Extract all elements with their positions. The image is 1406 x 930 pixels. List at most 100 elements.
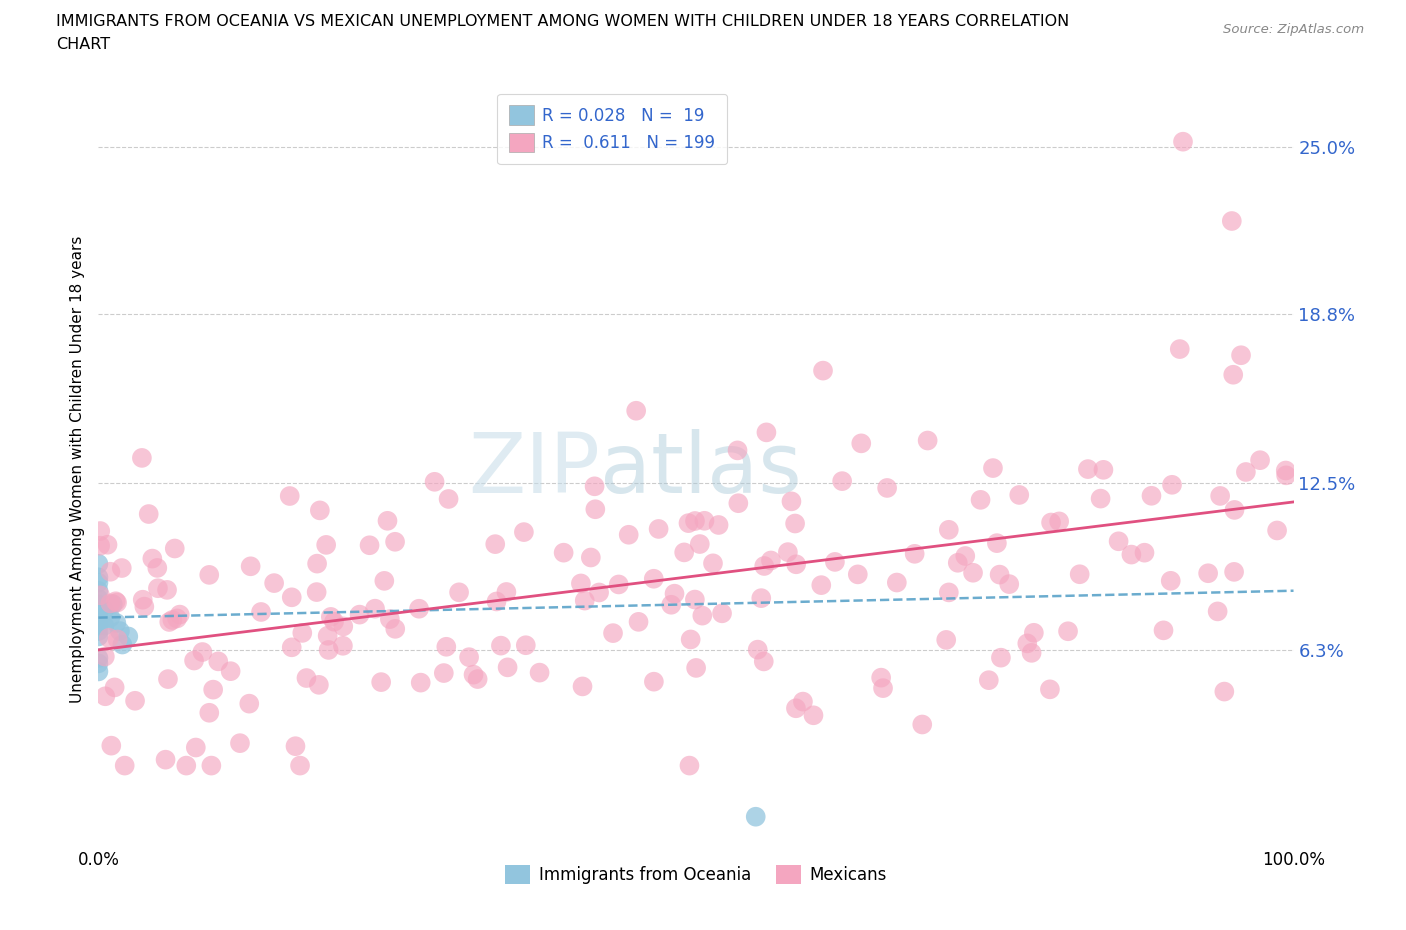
Point	[124, 694, 146, 709]
Point	[87, 651, 110, 666]
Point	[1057, 624, 1080, 639]
Point	[988, 567, 1011, 582]
Point	[955, 549, 977, 564]
Point	[162, 613, 184, 628]
Point	[280, 640, 302, 655]
Text: atlas: atlas	[600, 429, 801, 511]
Point	[659, 597, 682, 612]
Point	[643, 571, 665, 586]
Point	[904, 546, 927, 561]
Point	[1222, 367, 1244, 382]
Point	[1197, 565, 1219, 580]
Point	[1021, 645, 1043, 660]
Point	[617, 527, 640, 542]
Point	[108, 624, 131, 639]
Point	[291, 626, 314, 641]
Point	[141, 551, 163, 566]
Point	[87, 618, 110, 633]
Point	[792, 694, 814, 709]
Point	[349, 607, 371, 622]
Point	[101, 597, 124, 612]
Point	[87, 602, 110, 617]
Point	[107, 632, 129, 647]
Point	[93, 602, 115, 617]
Point	[305, 585, 328, 600]
Point	[624, 404, 647, 418]
Point	[94, 689, 117, 704]
Point	[1249, 453, 1271, 468]
Point	[434, 639, 457, 654]
Point	[1022, 625, 1045, 640]
Point	[678, 515, 700, 530]
Point	[467, 671, 489, 686]
Point	[1039, 682, 1062, 697]
Point	[946, 555, 969, 570]
Point	[278, 488, 301, 503]
Text: CHART: CHART	[56, 37, 110, 52]
Point	[316, 629, 339, 644]
Point	[515, 638, 537, 653]
Point	[1206, 604, 1229, 618]
Point	[489, 638, 512, 653]
Point	[747, 643, 769, 658]
Point	[89, 524, 111, 538]
Point	[569, 576, 592, 591]
Point	[1171, 134, 1194, 149]
Point	[239, 559, 262, 574]
Point	[1220, 214, 1243, 229]
Point	[574, 593, 596, 608]
Point	[553, 545, 575, 560]
Point	[308, 677, 330, 692]
Point	[754, 559, 776, 574]
Point	[683, 592, 706, 607]
Point	[318, 643, 340, 658]
Point	[166, 611, 188, 626]
Point	[846, 567, 869, 582]
Point	[87, 613, 110, 628]
Point	[117, 629, 139, 644]
Point	[803, 708, 825, 723]
Point	[664, 586, 686, 601]
Point	[1160, 574, 1182, 589]
Point	[579, 550, 602, 565]
Point	[163, 541, 186, 556]
Point	[1090, 491, 1112, 506]
Point	[683, 513, 706, 528]
Point	[364, 601, 387, 616]
Point	[332, 638, 354, 653]
Point	[977, 672, 1000, 687]
Point	[198, 705, 221, 720]
Point	[969, 492, 991, 507]
Point	[87, 583, 110, 598]
Point	[284, 738, 307, 753]
Point	[749, 591, 772, 605]
Point	[105, 595, 128, 610]
Point	[484, 537, 506, 551]
Point	[157, 615, 180, 630]
Point	[1161, 477, 1184, 492]
Point	[810, 578, 832, 592]
Point	[104, 594, 127, 609]
Point	[295, 671, 318, 685]
Point	[689, 537, 711, 551]
Point	[89, 538, 111, 553]
Point	[627, 615, 650, 630]
Point	[198, 567, 221, 582]
Point	[1017, 636, 1039, 651]
Point	[1230, 348, 1253, 363]
Point	[104, 680, 127, 695]
Point	[759, 553, 782, 568]
Point	[785, 557, 807, 572]
Point	[114, 758, 136, 773]
Point	[1209, 488, 1232, 503]
Point	[229, 736, 252, 751]
Point	[93, 618, 115, 633]
Point	[495, 585, 517, 600]
Point	[529, 665, 551, 680]
Point	[1047, 514, 1070, 529]
Point	[1234, 465, 1257, 480]
Point	[370, 674, 392, 689]
Point	[935, 632, 957, 647]
Point	[134, 599, 156, 614]
Point	[169, 607, 191, 622]
